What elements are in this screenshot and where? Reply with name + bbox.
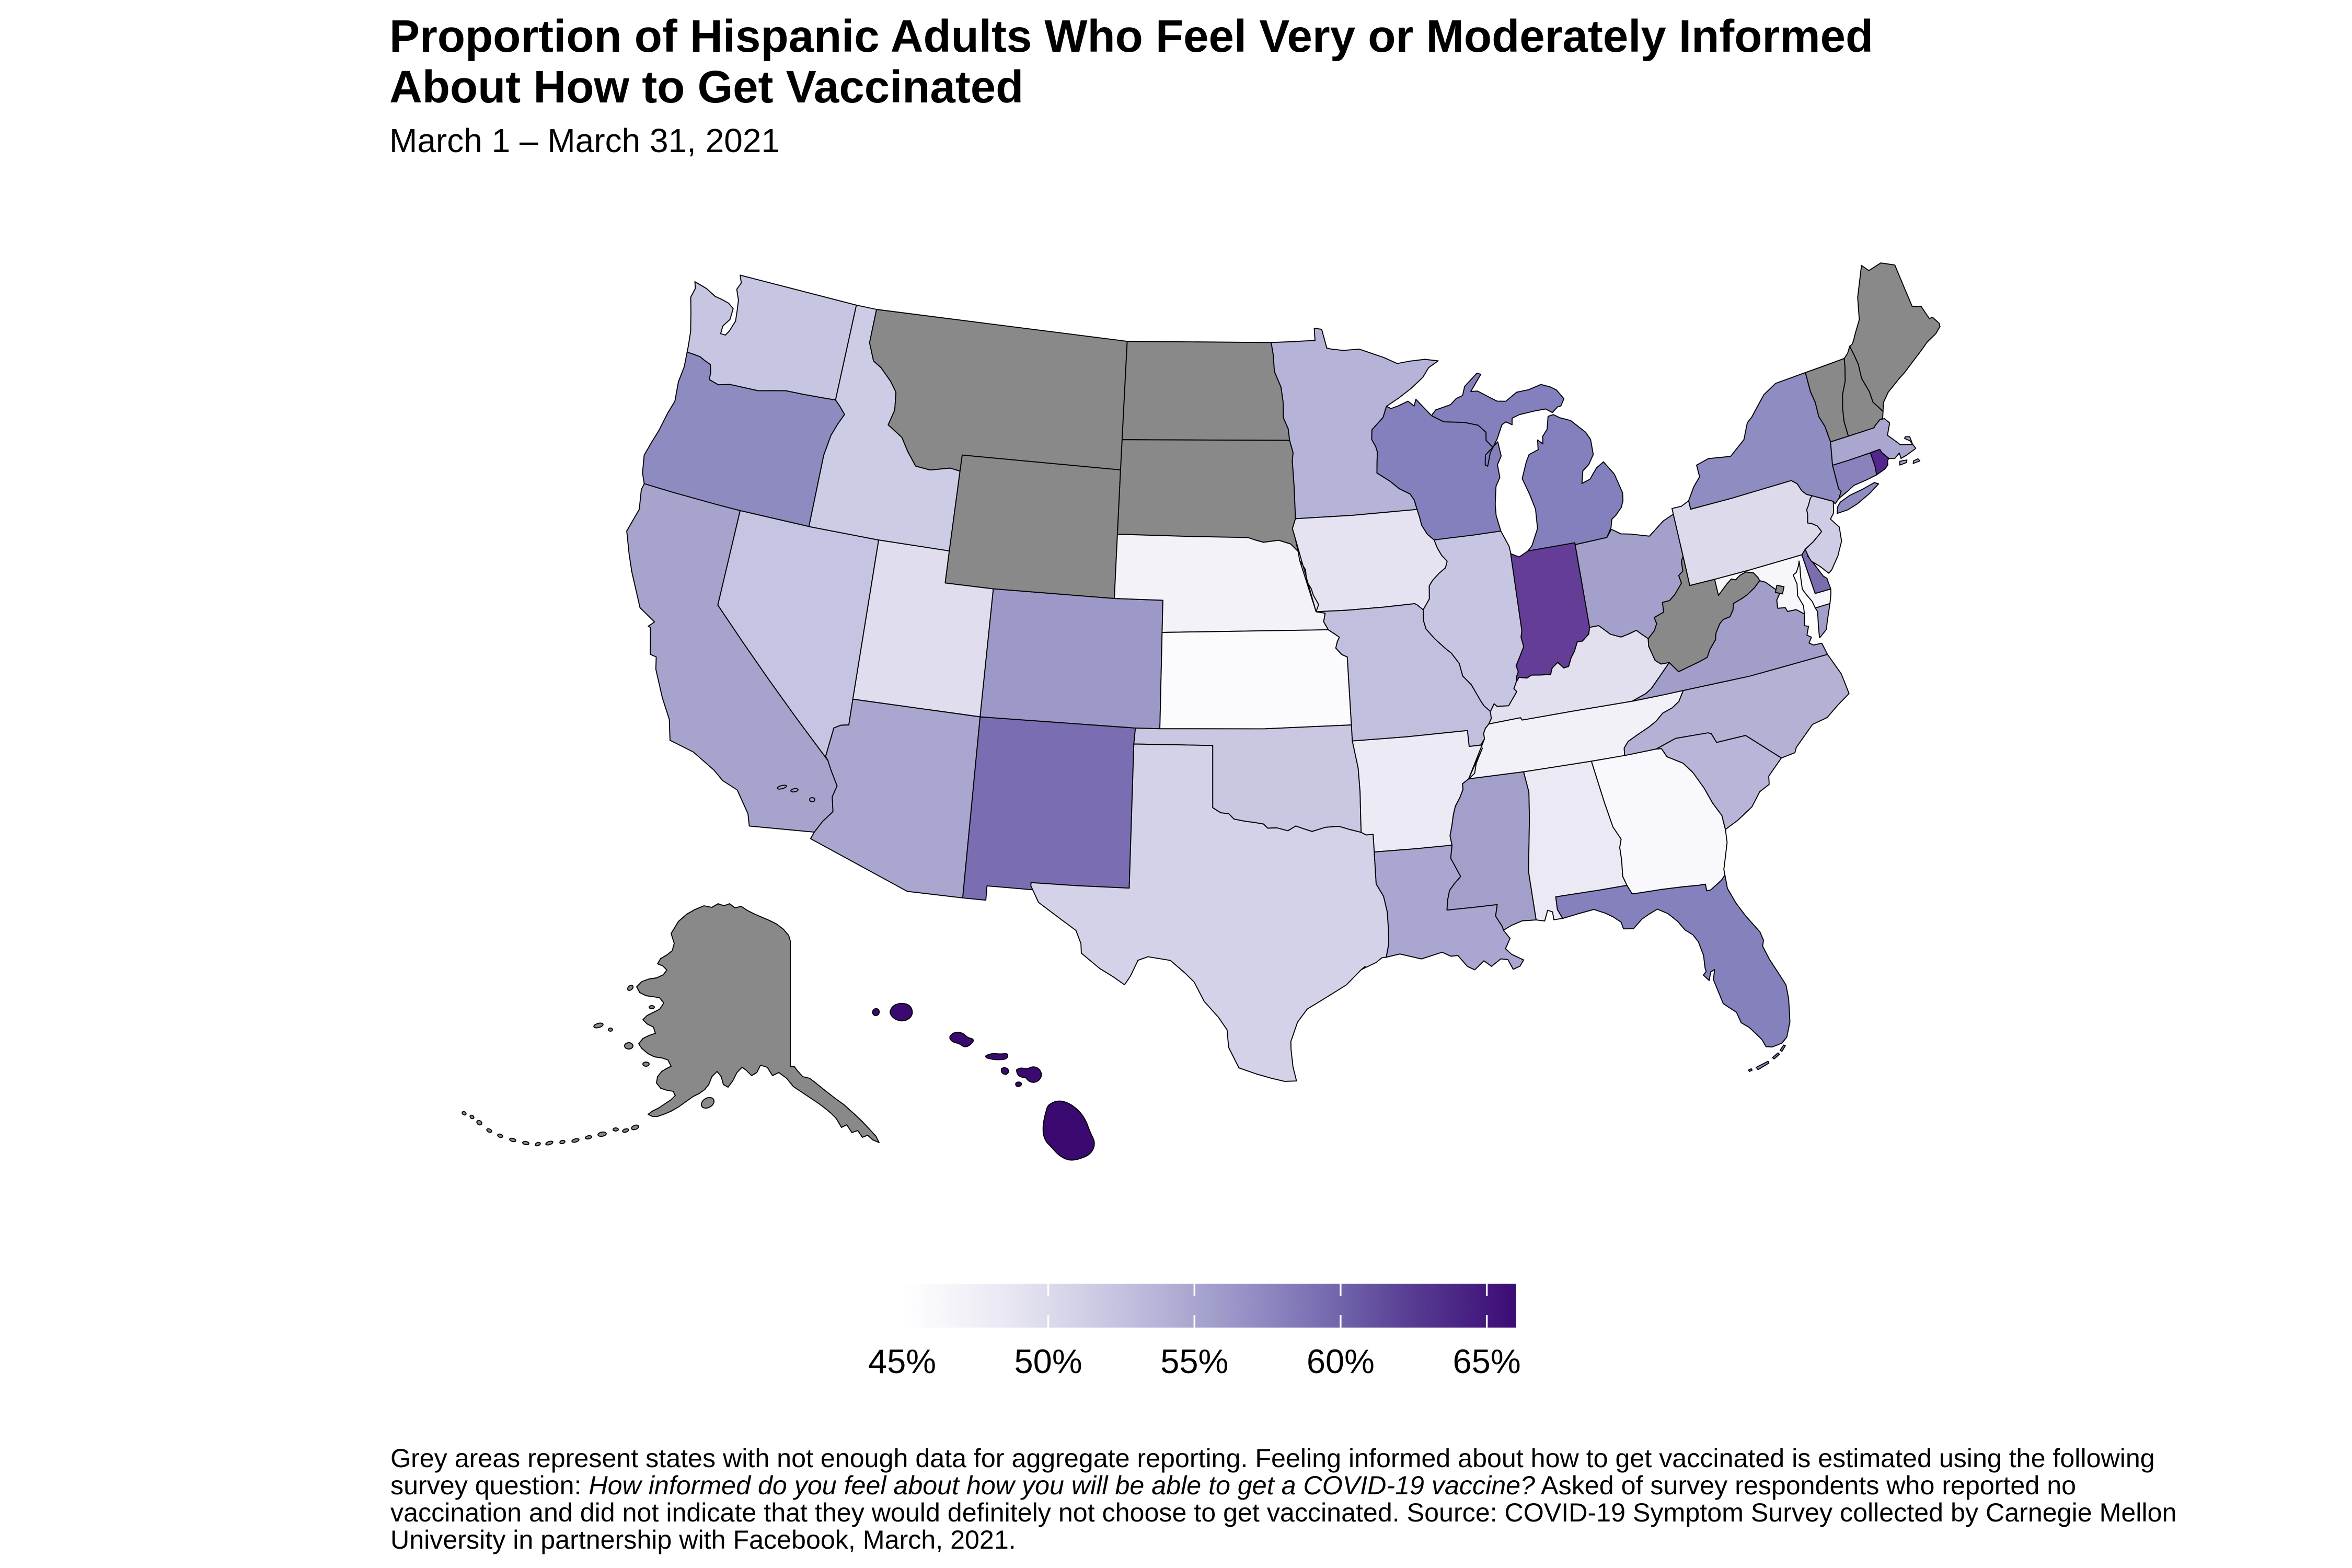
svg-text:60%: 60% [1307, 1342, 1375, 1380]
svg-text:55%: 55% [1160, 1342, 1228, 1380]
svg-text:Grey areas represent states wi: Grey areas represent states with not eno… [390, 1444, 2155, 1473]
svg-text:50%: 50% [1014, 1342, 1082, 1380]
svg-text:survey question: How informed: survey question: How informed do you fee… [390, 1471, 2076, 1500]
svg-text:45%: 45% [868, 1342, 936, 1380]
svg-text:March 1 – March 31, 2021: March 1 – March 31, 2021 [389, 122, 780, 159]
svg-text:vaccination and did not indica: vaccination and did not indicate that th… [390, 1498, 2176, 1527]
svg-text:Proportion of Hispanic Adults: Proportion of Hispanic Adults Who Feel V… [389, 11, 1873, 62]
svg-text:About How to Get Vaccinated: About How to Get Vaccinated [389, 62, 1023, 112]
svg-text:University in partnership with: University in partnership with Facebook,… [390, 1525, 1016, 1554]
svg-text:65%: 65% [1453, 1342, 1521, 1380]
